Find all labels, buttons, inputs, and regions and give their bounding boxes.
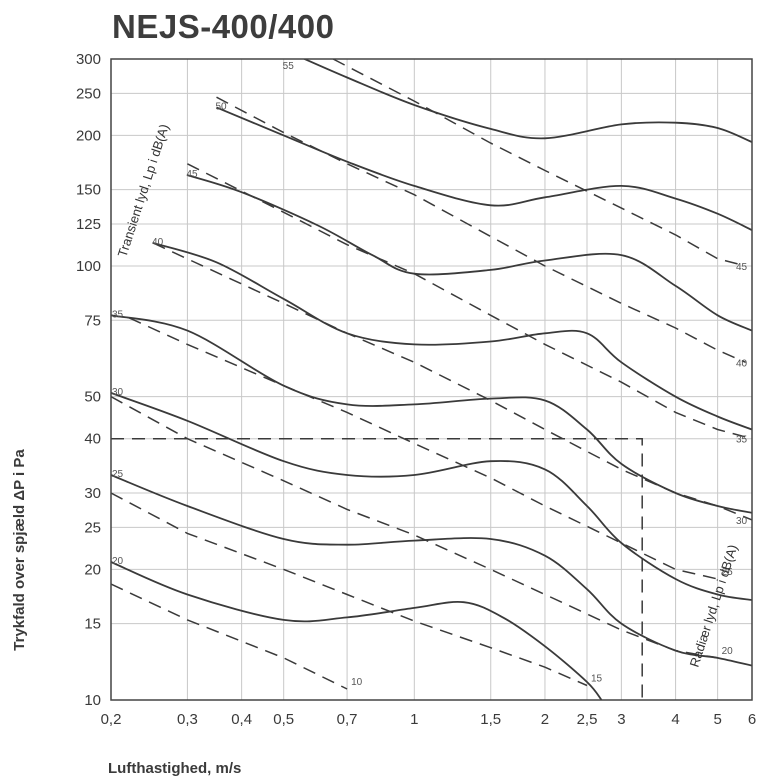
x-tick-label: 0,5 [273,711,294,728]
transient-sound-curve [187,174,752,332]
radiated-sound-curve [152,242,752,521]
x-tick-label: 3 [617,711,625,728]
radiated-sound-curve [332,59,746,267]
transient-sound-curve [111,392,752,601]
curve-label: 30 [736,516,748,527]
reference-line [111,437,643,700]
x-axis-ticks: 0,2 0,3 0,4 0,5 0,7 1 1,5 2 2,5 3 4 5 6 [101,711,757,728]
radiated-sound-curve [216,96,746,363]
x-tick-label: 1,5 [480,711,501,728]
curve-label: 25 [722,567,734,578]
x-tick-label: 2 [541,711,549,728]
curve-label: 40 [152,237,164,248]
y-tick-label: 40 [84,431,101,448]
curve-label: 10 [351,677,363,688]
series-layer [111,59,752,700]
curve-label: 25 [112,469,124,480]
y-tick-label: 125 [76,216,101,233]
transient-sound-curve [216,106,752,231]
x-tick-label: 0,7 [337,711,358,728]
radiated-sound-curve [187,163,752,440]
y-tick-label: 15 [84,616,101,633]
curve-label: 30 [112,387,124,398]
y-tick-label: 20 [84,561,101,578]
transient-sound-curve [111,474,752,667]
x-tick-label: 1 [410,711,418,728]
curve-label: 50 [215,101,227,112]
x-tick-label: 0,2 [101,711,122,728]
x-tick-label: 4 [671,711,679,728]
transient-sound-curve [152,242,752,431]
curve-label: 45 [736,262,748,273]
transient-sound-curve [302,59,752,143]
curve-label: 40 [736,358,748,369]
y-tick-label: 150 [76,182,101,199]
x-tick-label: 0,4 [231,711,252,728]
x-tick-label: 5 [713,711,721,728]
chart-title: NEJS-400/400 [112,8,335,45]
x-tick-label: 0,3 [177,711,198,728]
curve-label: 55 [283,61,295,72]
radiated-sound-curve [111,396,718,659]
curve-label: 45 [186,169,198,180]
curve-label: 35 [112,309,124,320]
y-tick-label: 300 [76,51,101,68]
y-tick-label: 100 [76,258,101,275]
curve-label: 20 [112,556,124,567]
radiated-sound-curve [111,583,348,690]
x-tick-label: 6 [748,711,756,728]
y-axis-label: Trykfald over spjæld ΔP i Pa [11,449,28,651]
y-tick-label: 75 [84,312,101,329]
y-axis-ticks: 10 15 20 25 30 40 50 75 100 125 150 200 250 300 [76,51,101,709]
x-tick-label: 2,5 [577,711,598,728]
transient-sound-curve [111,561,603,700]
grid [110,58,753,701]
y-tick-label: 30 [84,485,101,502]
radiated-sound-curve [111,492,588,687]
x-axis-label: Lufthastighed, m/s [108,760,241,777]
curve-label: 15 [591,673,603,684]
curve-label-layer: 20 25 30 35 40 45 50 55 10 15 20 25 30 35 40 45 [112,61,748,688]
y-tick-label: 10 [84,692,101,709]
transient-sound-label: Transient lyd, Lp i dB(A) [115,122,172,259]
curve-label: 20 [722,646,734,657]
y-tick-label: 250 [76,85,101,102]
y-tick-label: 25 [84,519,101,536]
y-tick-label: 200 [76,127,101,144]
plot-frame [110,58,753,701]
y-tick-label: 50 [84,389,101,406]
curve-label: 35 [736,435,748,446]
radiated-sound-curve [128,317,718,580]
